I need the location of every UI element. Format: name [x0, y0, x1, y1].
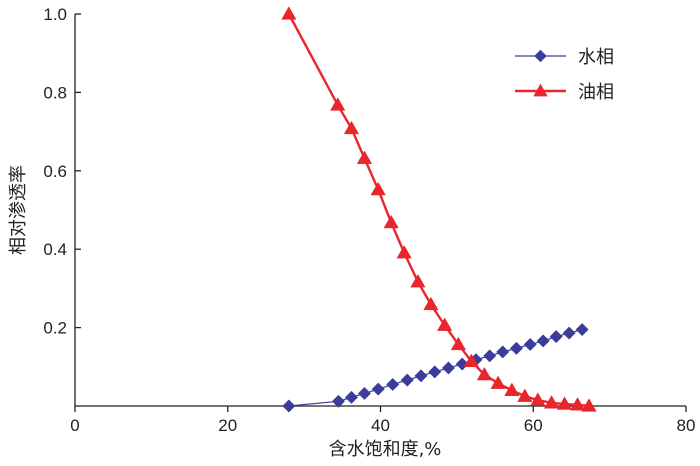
- oil-phase-point: [437, 317, 453, 331]
- water-phase-point: [483, 349, 497, 363]
- oil-phase-point: [556, 396, 573, 410]
- legend-label: 水相: [578, 47, 614, 68]
- x-tick-label: 60: [524, 416, 543, 435]
- water-phase-point: [331, 394, 346, 408]
- oil-phase-point: [370, 181, 386, 196]
- x-tick-label: 0: [70, 416, 79, 435]
- y-tick-label: 0.2: [43, 319, 67, 338]
- water-phase-point: [549, 330, 563, 344]
- water-phase-point: [414, 369, 428, 383]
- series-layer: [281, 6, 597, 413]
- oil-phase-point: [569, 397, 586, 411]
- water-phase-point: [371, 382, 385, 396]
- water-phase-point: [523, 337, 537, 352]
- water-phase-point: [400, 373, 414, 387]
- oil-phase-point: [330, 97, 346, 111]
- oil-phase-point: [423, 296, 439, 311]
- y-axis-title: 相对渗透率: [8, 165, 29, 255]
- oil-phase-point: [281, 6, 297, 20]
- oil-phase-point: [343, 120, 360, 135]
- axes: 0 20 40 60 80 0.2 0.4 0.6 0.8 1.0: [43, 5, 695, 435]
- oil-phase-line: [287, 13, 590, 408]
- legend-label: 油相: [578, 82, 614, 103]
- oil-phase-point: [410, 274, 426, 288]
- oil-phase-point: [517, 388, 533, 402]
- water-phase-point: [344, 390, 359, 404]
- oil-phase-series: [281, 6, 597, 412]
- y-tick-label: 0.8: [43, 83, 67, 102]
- legend-diamond-marker: [534, 49, 547, 63]
- legend-triangle-marker: [533, 83, 548, 97]
- oil-phase-point: [504, 382, 520, 396]
- x-tick-label: 40: [371, 416, 390, 435]
- oil-phase-point: [356, 150, 373, 164]
- water-phase-point: [441, 361, 456, 375]
- x-axis-title: 含水饱和度,%: [329, 439, 442, 460]
- oil-phase-point: [581, 398, 597, 412]
- oil-phase-point: [450, 336, 467, 351]
- water-phase-point: [496, 345, 510, 359]
- legend-item-water: 水相: [515, 47, 614, 68]
- y-tick-label: 0.6: [43, 162, 67, 181]
- water-phase-point: [536, 334, 550, 348]
- water-phase-point: [509, 341, 524, 355]
- water-phase-point: [575, 323, 589, 337]
- y-tick-label: 1.0: [43, 5, 67, 24]
- x-tick-label: 80: [677, 416, 696, 435]
- y-tick-label: 0.4: [43, 240, 67, 259]
- oil-phase-point: [543, 395, 560, 409]
- oil-phase-point: [396, 245, 412, 259]
- oil-phase-point: [530, 392, 546, 406]
- legend-item-oil: 油相: [515, 82, 614, 103]
- oil-phase-point: [463, 353, 480, 367]
- oil-phase-point: [490, 375, 506, 389]
- oil-phase-point: [476, 366, 493, 381]
- water-phase-point: [455, 357, 469, 371]
- x-tick-label: 20: [218, 416, 237, 435]
- water-phase-series: [282, 323, 589, 413]
- water-phase-point: [357, 386, 372, 401]
- water-phase-point: [386, 377, 400, 391]
- water-phase-point: [562, 326, 576, 340]
- water-phase-point: [282, 399, 296, 413]
- water-phase-point: [428, 365, 442, 379]
- oil-phase-point: [383, 214, 399, 229]
